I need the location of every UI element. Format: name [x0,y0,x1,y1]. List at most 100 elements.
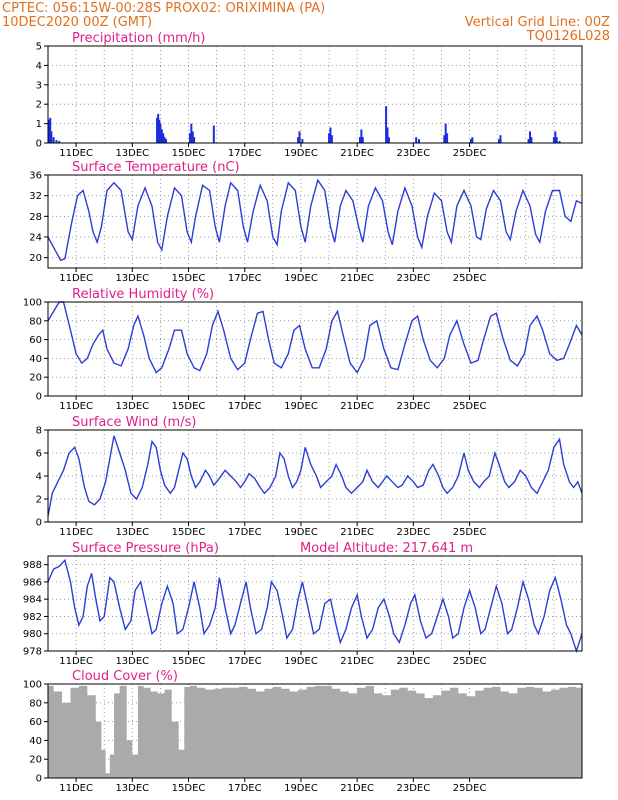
x-tick-label: 19DEC [284,656,318,667]
x-tick-label: 21DEC [340,783,374,794]
y-tick-label: 988 [23,560,42,571]
precip-bar [387,137,390,143]
precip-bar [329,127,332,143]
precip-bar [165,139,168,143]
plot-frame [47,45,583,144]
x-tick-label: 23DEC [397,273,431,284]
precip-bar [471,137,474,143]
panel-title: Relative Humidity (%) [72,287,214,302]
precip-bar [446,133,449,143]
cloud-cover-area [48,685,582,778]
y-tick-label: 978 [23,647,42,658]
panel-subtitle: Model Altitude: 217.641 m [300,541,473,556]
precip-bar [415,137,418,143]
y-tick-label: 36 [29,171,42,182]
x-tick-label: 17DEC [228,656,262,667]
precip-bar [193,137,196,143]
precip-bar [212,125,215,143]
x-tick-label: 21DEC [340,148,374,159]
panel-0: Precipitation (mm/h) 0 1 2 3 4 5 11DEC 13DEC 15DE… [36,31,583,159]
y-tick-label: 40 [29,354,42,365]
precip-bar [469,139,472,143]
y-tick-label: 5 [36,42,42,53]
y-tick-label: 100 [23,298,42,309]
x-tick-label: 25DEC [453,273,487,284]
precip-bar [555,137,558,143]
precip-bar [162,133,165,143]
x-tick-label: 19DEC [284,783,318,794]
series-line [47,178,583,262]
series-line [47,558,583,654]
precip-bar [498,139,501,143]
header: CPTEC: 056:15W-00:28S PROX02: ORIXIMINA … [2,1,610,44]
x-tick-label: 17DEC [228,148,262,159]
x-tick-label: 25DEC [453,527,487,538]
y-tick-label: 24 [29,233,42,244]
precip-bar [160,129,163,143]
x-tick-label: 23DEC [397,401,431,412]
header-grid-note: Vertical Grid Line: 00Z [465,15,610,30]
panel-2: Relative Humidity (%) 0 20 40 60 80 100 11DEC 13… [23,287,583,412]
y-tick-label: 80 [29,316,42,327]
precip-bar [558,141,561,143]
x-tick-label: 25DEC [453,148,487,159]
x-tick-label: 21DEC [340,273,374,284]
precip-bar [191,131,194,143]
x-tick-label: 13DEC [115,527,149,538]
x-tick-label: 11DEC [59,273,93,284]
precip-bar [159,123,162,143]
precip-bar [301,139,304,143]
x-tick-label: 11DEC [59,401,93,412]
x-tick-label: 17DEC [228,783,262,794]
y-tick-label: 2 [36,100,42,111]
precip-bar [55,140,58,143]
header-date: 10DEC2020 00Z (GMT) [2,15,152,30]
precip-bar [385,106,388,143]
panel-title: Precipitation (mm/h) [72,31,205,46]
panel-5: Cloud Cover (%) 0 20 40 60 80 100 11DEC 13DEC 15D… [23,669,583,794]
y-tick-label: 60 [29,717,42,728]
x-tick-label: 11DEC [59,783,93,794]
y-tick-label: 80 [29,698,42,709]
header-model-code: TQ0126L028 [526,29,610,44]
x-tick-label: 23DEC [397,783,431,794]
precip-bar [386,127,389,143]
x-tick-label: 25DEC [453,656,487,667]
x-tick-label: 21DEC [340,527,374,538]
y-tick-label: 40 [29,736,42,747]
y-tick-label: 3 [36,80,42,91]
y-tick-label: 20 [29,373,42,384]
y-tick-label: 0 [36,392,42,403]
precip-bar [417,139,420,143]
precip-bar [188,133,191,143]
x-tick-label: 13DEC [115,783,149,794]
x-tick-label: 13DEC [115,273,149,284]
y-tick-label: 984 [23,595,42,606]
x-tick-label: 15DEC [172,401,206,412]
series-line [47,301,583,374]
precip-bar [157,113,160,143]
x-tick-label: 15DEC [172,656,206,667]
precip-bar [330,135,333,143]
precip-bar [552,137,555,143]
x-tick-label: 11DEC [59,148,93,159]
panel-title: Surface Pressure (hPa) [72,541,219,556]
x-tick-label: 13DEC [115,148,149,159]
y-tick-label: 20 [29,755,42,766]
precip-bar [297,137,300,143]
y-tick-label: 32 [29,191,42,202]
x-tick-label: 15DEC [172,783,206,794]
x-tick-label: 11DEC [59,527,93,538]
panel-3: Surface Wind (m/s) 0 2 4 6 8 11DEC 13DEC 15DEC 17… [36,415,583,538]
precip-bar [554,131,557,143]
precip-bar [443,135,446,143]
y-tick-label: 2 [36,495,42,506]
y-tick-label: 980 [23,629,42,640]
precip-bar [298,131,301,143]
x-tick-label: 17DEC [228,273,262,284]
y-tick-label: 28 [29,212,42,223]
y-tick-label: 0 [36,774,42,785]
x-tick-label: 15DEC [172,273,206,284]
panel-title: Surface Wind (m/s) [72,415,196,430]
